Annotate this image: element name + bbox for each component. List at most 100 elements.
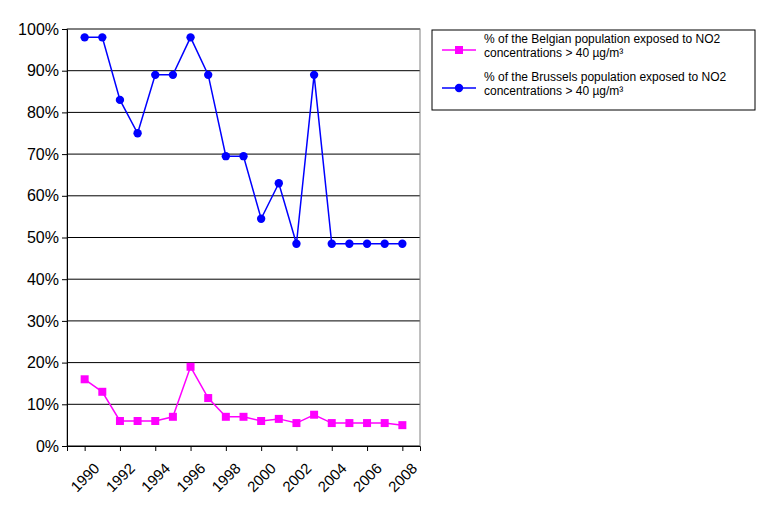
grid-line — [67, 70, 420, 71]
point — [257, 215, 265, 223]
x-tick: 1996 — [173, 446, 209, 495]
y-tick: 90% — [27, 62, 67, 79]
point — [328, 240, 336, 248]
point — [187, 363, 195, 371]
y-tick-mark — [62, 279, 67, 280]
point — [80, 33, 88, 41]
legend: % of the Belgian population exposed to N… — [432, 30, 755, 110]
point — [257, 417, 265, 425]
point — [292, 240, 300, 248]
y-tick: 100% — [18, 21, 67, 38]
x-tick-label: 2008 — [385, 459, 421, 495]
grid-line — [67, 404, 420, 405]
x-tick-label: 1992 — [102, 459, 138, 495]
chart: 0%10%20%30%40%50%60%70%80%90%100%1990199… — [0, 0, 768, 525]
y-tick: 40% — [27, 271, 67, 288]
y-tick: 50% — [27, 229, 67, 246]
x-tick-label: 1998 — [208, 459, 244, 495]
grid-line — [67, 112, 420, 113]
grid-line — [67, 320, 420, 321]
point — [186, 33, 194, 41]
point — [134, 417, 142, 425]
point — [169, 413, 177, 421]
y-tick: 30% — [27, 313, 67, 330]
series-markers — [81, 363, 407, 429]
x-tick: 1990 — [67, 446, 103, 495]
x-tick-mark — [367, 446, 368, 451]
x-tick: 2006 — [349, 446, 385, 495]
point — [116, 96, 124, 104]
y-tick-mark — [62, 404, 67, 405]
y-tick: 80% — [27, 104, 67, 121]
x-tick: 2004 — [314, 446, 350, 495]
legend-box — [432, 30, 755, 110]
y-tick-mark — [62, 29, 67, 30]
point — [363, 240, 371, 248]
grid — [67, 29, 420, 446]
x-tick-label: 2002 — [279, 459, 315, 495]
y-tick-label: 30% — [27, 313, 59, 330]
x-tick-mark — [296, 446, 297, 451]
point — [204, 394, 212, 402]
point — [381, 419, 389, 427]
legend-label: % of the Belgian population exposed to N… — [484, 32, 720, 60]
plot: 0%10%20%30%40%50%60%70%80%90%100%1990199… — [18, 21, 420, 495]
point — [310, 411, 318, 419]
series-line — [85, 367, 403, 425]
series-line — [85, 37, 403, 243]
x-tick-label: 2004 — [314, 459, 350, 495]
x-tick-mark — [191, 446, 192, 451]
y-axis: 0% 10% 20% 30% 40% 50% 60% 70% 80% 90% 100% — [18, 21, 67, 455]
plot-frame — [67, 29, 420, 446]
y-tick-label: 90% — [27, 62, 59, 79]
point — [240, 413, 248, 421]
y-tick: 70% — [27, 146, 67, 163]
y-tick: 60% — [27, 187, 67, 204]
point — [204, 71, 212, 79]
point — [133, 129, 141, 137]
x-tick-mark — [120, 446, 121, 451]
point — [398, 421, 406, 429]
point — [398, 240, 406, 248]
point — [116, 417, 124, 425]
grid-line — [67, 237, 420, 238]
y-axis-line — [62, 30, 68, 447]
y-tick-mark — [62, 112, 67, 113]
y-tick-label: 0% — [36, 438, 59, 455]
point — [81, 375, 89, 383]
x-axis-line — [68, 447, 421, 452]
x-tick-mark — [85, 446, 86, 451]
grid-line — [67, 279, 420, 280]
y-tick-mark — [62, 238, 67, 239]
y-tick-label: 40% — [27, 271, 59, 288]
y-tick: 20% — [27, 354, 67, 371]
y-tick-label: 20% — [27, 354, 59, 371]
point — [345, 240, 353, 248]
y-tick-label: 50% — [27, 229, 59, 246]
y-tick: 0% — [36, 438, 67, 455]
grid-line — [67, 195, 420, 196]
series-markers — [80, 33, 406, 248]
legend-marker — [455, 46, 463, 54]
point — [275, 179, 283, 187]
x-tick: 1998 — [208, 446, 244, 495]
x-tick: 2000 — [244, 446, 280, 495]
point — [363, 419, 371, 427]
x-axis: 1990199219941996199820002002200420062008 — [67, 446, 420, 495]
x-tick-mark — [155, 446, 156, 451]
x-tick: 2002 — [279, 446, 315, 495]
point — [239, 152, 247, 160]
grid-line — [67, 362, 420, 363]
point — [222, 413, 230, 421]
x-tick: 2008 — [385, 446, 421, 495]
y-tick-label: 70% — [27, 146, 59, 163]
point — [98, 33, 106, 41]
point — [292, 419, 300, 427]
point — [328, 419, 336, 427]
y-tick-label: 80% — [27, 104, 59, 121]
x-tick-mark — [261, 446, 262, 451]
point — [381, 240, 389, 248]
y-tick-label: 60% — [27, 187, 59, 204]
y-tick-mark — [62, 446, 67, 447]
y-tick-label: 10% — [27, 396, 59, 413]
